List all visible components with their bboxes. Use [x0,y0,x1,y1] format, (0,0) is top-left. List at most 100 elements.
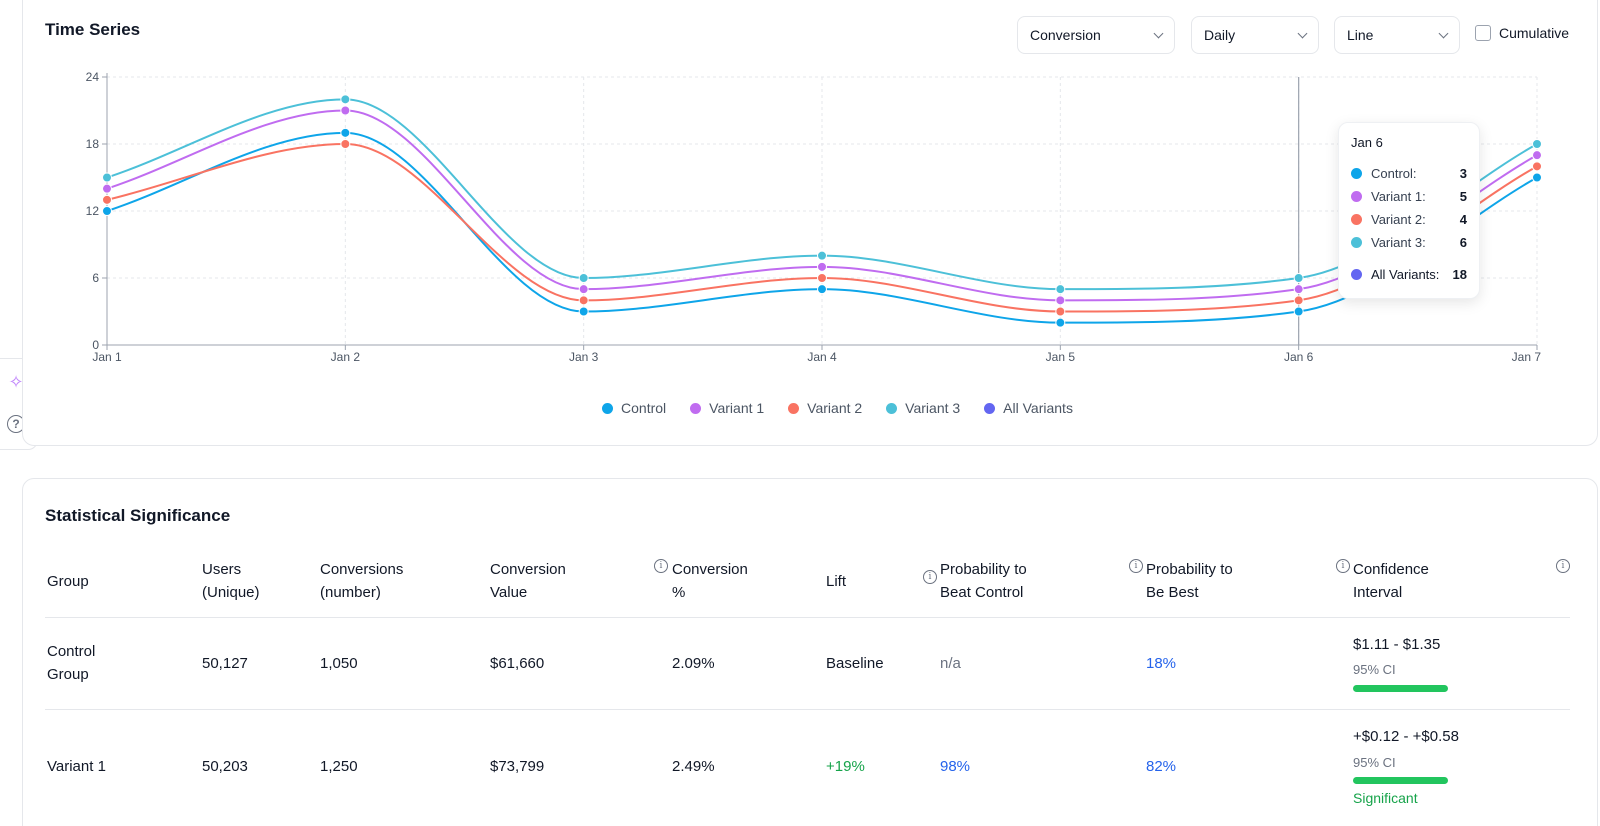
header-conversion-pct: Conversion % [672,558,748,604]
data-point [102,183,112,194]
y-tick-label: 0 [92,338,99,352]
tooltip-row-value: 4 [1459,212,1467,227]
tooltip-row-value: 3 [1459,166,1467,181]
cumulative-toggle[interactable]: Cumulative [1475,25,1569,41]
row-variant1-users: 50,203 [202,758,248,775]
legend-dot [690,402,702,414]
row-divider [45,617,1570,618]
data-point [340,139,351,149]
sparkle-icon[interactable]: ✧ [8,371,24,392]
info-icon[interactable]: i [1556,559,1570,573]
tooltip-dot [1351,237,1362,248]
data-point [817,261,827,272]
legend-item[interactable]: Control [602,400,666,416]
data-point [578,273,589,283]
significance-badge: Significant [1353,790,1418,806]
header-best-line2: Be Best [1146,584,1199,601]
y-tick-label: 24 [86,70,100,84]
group-line1: Control [47,643,96,660]
tooltip-row: Control: 3 [1351,162,1467,185]
x-tick-label: Jan 5 [1046,350,1076,364]
data-point [102,206,112,216]
legend-item[interactable]: All Variants [984,400,1073,416]
tooltip-dot [1351,191,1362,202]
data-point [1532,150,1542,161]
data-point [1293,273,1304,283]
data-point [817,250,827,261]
row-control-group: Control Group [47,640,95,686]
header-pct-line1: Conversion [672,561,748,578]
row-variant1-conversions: 1,250 [320,758,358,775]
data-point [1293,295,1304,306]
y-tick-label: 18 [86,137,100,151]
header-users-line1: Users [202,561,242,578]
header-lift: Lift [826,573,847,590]
chart-type-select-value: Line [1347,27,1374,43]
legend-dot [602,402,614,414]
tooltip-total-row: All Variants: 18 [1351,263,1467,286]
row-variant1-prob-beat: 98% [940,758,971,775]
tooltip-total-label: All Variants: [1371,267,1440,282]
header-ci-line1: Confidence [1353,561,1429,578]
row-control-ci-level: 95% CI [1353,662,1396,677]
confidence-bar [1353,685,1448,692]
data-point [578,295,589,306]
metric-select[interactable]: Conversion [1017,16,1175,54]
data-point [1293,306,1304,317]
row-control-pct: 2.09% [672,655,715,672]
x-tick-label: Jan 1 [92,350,122,364]
stats-title: Statistical Significance [45,506,231,525]
chart-tooltip: Jan 6 Control: 3 Variant 1: 5 Variant 2: 4 Var… [1338,122,1480,299]
tooltip-total-value: 18 [1452,267,1467,282]
data-point [578,306,589,317]
header-users: Users (Unique) [202,558,260,604]
tooltip-row-label: Variant 2: [1371,212,1426,227]
x-tick-label: Jan 4 [807,350,837,364]
info-icon[interactable]: i [1336,559,1350,573]
row-control-lift: Baseline [826,655,884,672]
header-prob-best: Probability to Be Best [1146,558,1233,604]
data-point [1532,139,1542,149]
legend-dot [984,402,996,414]
data-point [340,127,351,138]
data-point [578,284,589,295]
row-divider [45,709,1570,710]
period-select[interactable]: Daily [1191,16,1319,54]
legend-label: All Variants [1003,400,1073,416]
y-tick-label: 12 [86,204,100,218]
legend-item[interactable]: Variant 1 [690,400,764,416]
header-value-line1: Conversion [490,561,566,578]
data-point [340,105,351,116]
header-users-line2: (Unique) [202,584,260,601]
header-value-line2: Value [490,584,528,601]
tooltip-dot [1351,269,1362,280]
legend-item[interactable]: Variant 2 [788,400,862,416]
info-icon[interactable]: i [654,559,668,573]
legend-label: Variant 1 [709,400,765,416]
data-point [817,273,827,283]
info-icon[interactable]: i [1129,559,1143,573]
row-control-prob-best: 18% [1146,655,1177,672]
info-icon[interactable]: i [923,570,937,584]
header-conversions: Conversions (number) [320,558,403,604]
chart-type-select[interactable]: Line [1334,16,1460,54]
tooltip-date: Jan 6 [1351,135,1383,150]
header-conversions-line1: Conversions [320,561,404,578]
row-control-prob-beat: n/a [940,655,961,672]
legend-dot [788,402,800,414]
header-confidence-interval: Confidence Interval [1353,558,1429,604]
time-series-title: Time Series [45,20,141,39]
row-control-value: $61,660 [490,655,545,672]
data-point [1532,172,1542,183]
x-tick-label: Jan 7 [1512,350,1542,364]
tooltip-dot [1351,214,1362,225]
row-control-users: 50,127 [202,655,248,672]
cumulative-checkbox[interactable] [1475,25,1491,41]
data-point [1532,161,1542,172]
stats-card [22,478,1598,826]
row-variant1-lift: +19% [826,758,865,775]
legend-item[interactable]: Variant 3 [886,400,960,416]
data-point [1055,295,1066,306]
time-series-chart[interactable]: 0 6 12 18 24 Jan 1 Jan 2 Jan 3 Jan 4 Jan 5 Jan 6 Ja… [0,0,1600,400]
header-group: Group [47,573,89,590]
